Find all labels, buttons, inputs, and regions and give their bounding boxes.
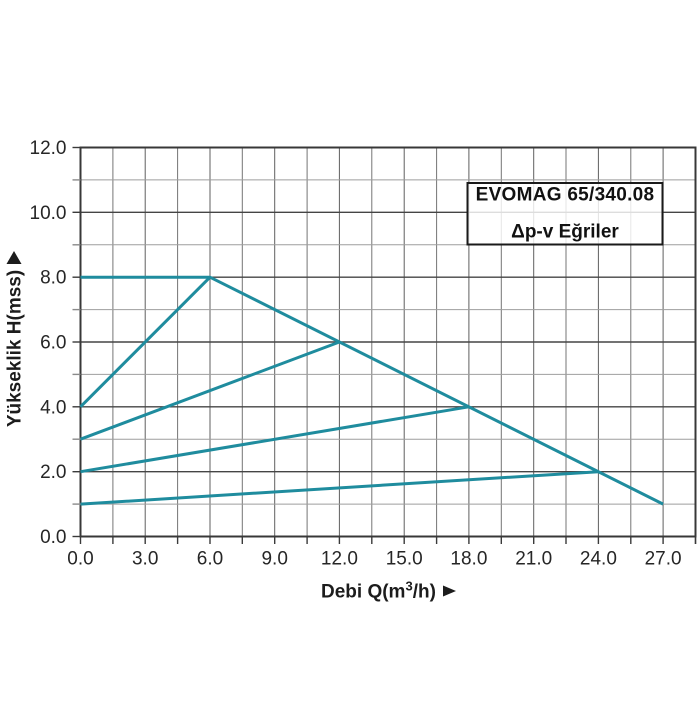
svg-text:Yükseklik H(mss): Yükseklik H(mss) <box>5 270 26 427</box>
svg-text:21.0: 21.0 <box>515 549 552 570</box>
svg-text:2.0: 2.0 <box>40 462 66 483</box>
svg-text:4.0: 4.0 <box>40 397 66 418</box>
svg-text:Debi Q(m3/h): Debi Q(m3/h) <box>321 579 436 603</box>
svg-text:6.0: 6.0 <box>197 549 223 570</box>
svg-text:24.0: 24.0 <box>580 549 617 570</box>
svg-text:0.0: 0.0 <box>67 549 93 570</box>
svg-text:0.0: 0.0 <box>40 527 66 548</box>
svg-text:15.0: 15.0 <box>386 549 423 570</box>
svg-text:EVOMAG 65/340.08: EVOMAG 65/340.08 <box>476 185 655 206</box>
svg-text:27.0: 27.0 <box>645 549 682 570</box>
svg-text:12.0: 12.0 <box>321 549 358 570</box>
svg-text:6.0: 6.0 <box>40 333 66 354</box>
svg-text:18.0: 18.0 <box>450 549 487 570</box>
svg-text:12.0: 12.0 <box>30 138 67 159</box>
svg-text:3.0: 3.0 <box>132 549 158 570</box>
svg-text:8.0: 8.0 <box>40 268 66 289</box>
svg-text:10.0: 10.0 <box>30 203 67 224</box>
svg-text:9.0: 9.0 <box>261 549 287 570</box>
svg-text:Δp-v Eğriler: Δp-v Eğriler <box>511 221 619 242</box>
